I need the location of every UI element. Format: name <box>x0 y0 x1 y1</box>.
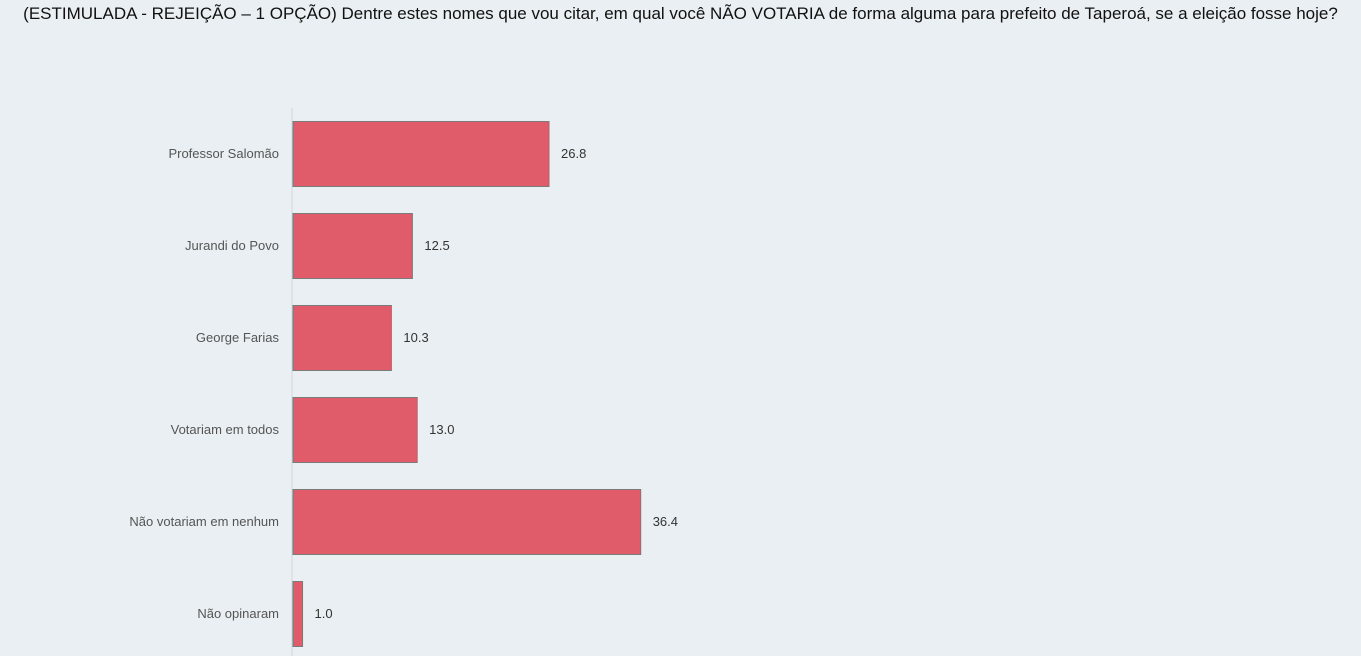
data-label: 1.0 <box>315 606 333 621</box>
data-label: 26.8 <box>561 146 586 161</box>
bar <box>292 489 642 555</box>
bar <box>292 581 304 647</box>
chart-title: (ESTIMULADA - REJEIÇÃO – 1 OPÇÃO) Dentre… <box>23 4 1338 23</box>
bar <box>292 305 392 371</box>
category-label: George Farias <box>196 330 280 345</box>
category-label: Votariam em todos <box>171 422 280 437</box>
data-label: 10.3 <box>403 330 428 345</box>
bar <box>292 397 418 463</box>
category-label: Professor Salomão <box>168 146 279 161</box>
data-label: 12.5 <box>424 238 449 253</box>
category-label: Não opinaram <box>197 606 279 621</box>
data-label: 36.4 <box>653 514 678 529</box>
bar <box>292 213 413 279</box>
bar <box>292 121 550 187</box>
data-label: 13.0 <box>429 422 454 437</box>
category-label: Jurandi do Povo <box>185 238 279 253</box>
category-label: Não votariam em nenhum <box>129 514 279 529</box>
